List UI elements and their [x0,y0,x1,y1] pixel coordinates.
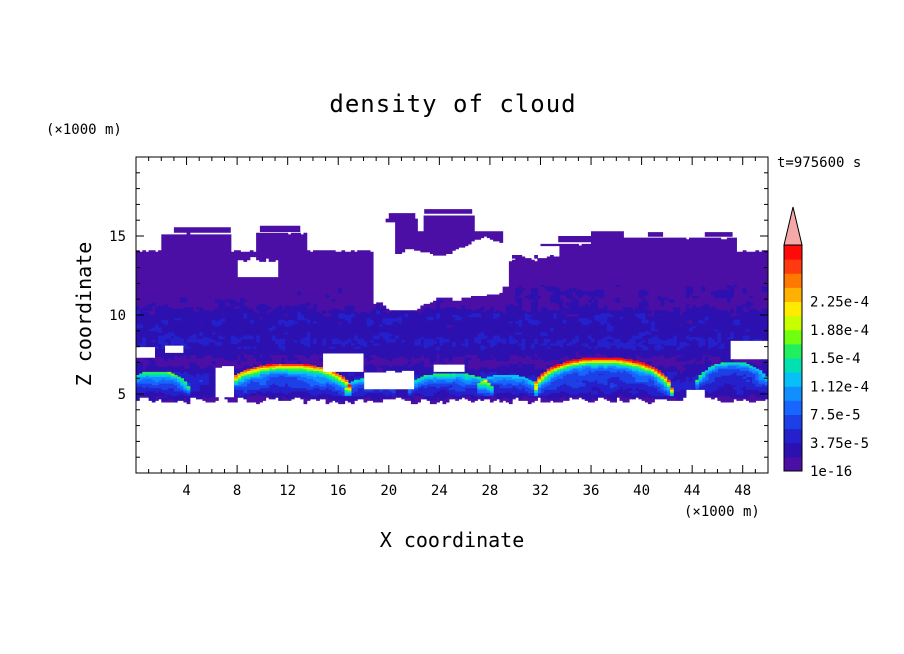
colorbar-level [784,372,802,387]
colorbar-label: 1.5e-4 [810,351,861,367]
colorbar-level [784,329,802,345]
density-contour-level-5 [136,364,769,397]
colorbar-level [784,442,802,458]
x-axis-unit: (×1000 m) [684,504,760,520]
colorbar-label: 1.12e-4 [810,379,869,395]
colorbar-label: 7.5e-5 [810,408,861,424]
x-tick-label: 4 [182,483,190,499]
x-tick-label: 24 [431,483,448,499]
x-tick-label: 36 [583,483,600,499]
colorbar-level [784,428,802,444]
y-axis-unit: (×1000 m) [46,122,122,138]
x-tick-label: 20 [380,483,397,499]
density-contour-level-8 [142,362,725,392]
x-tick-label: 32 [532,483,549,499]
density-contour-level-10 [234,360,671,390]
x-axis-label: X coordinate [380,528,525,552]
y-axis: 5 10 15 [109,172,768,458]
colorbar-extend-arrow [783,206,803,246]
y-tick-label: 15 [109,229,126,245]
colorbar-label: 1e-16 [810,464,852,480]
chart-title: density of cloud [329,90,576,118]
x-tick-label: 16 [330,483,347,499]
density-contour-level-13 [234,359,674,390]
colorbar-level [784,414,802,430]
x-tick-label: 40 [633,483,650,499]
colorbar-level [784,343,802,359]
colorbar-level [784,456,802,472]
x-tick-label: 28 [481,483,498,499]
x-tick-label: 12 [279,483,296,499]
colorbar-level [784,315,802,331]
y-axis-label: Z coordinate [72,242,96,387]
colorbar-level [784,245,802,260]
y-tick-label: 5 [118,387,126,403]
x-tick-label: 48 [734,483,751,499]
colorbar-label: 3.75e-5 [810,436,869,452]
density-contour-level-12 [234,359,671,384]
colorbar-label: 1.88e-4 [810,323,869,339]
x-axis: 4 8 12 16 20 24 28 32 36 40 44 48 [148,157,756,499]
colorbar-label: 2.25e-4 [810,295,869,311]
x-tick-label: 44 [684,483,701,499]
colorbar-level [784,358,802,373]
time-label: t=975600 s [777,155,861,171]
y-tick-label: 10 [109,308,126,324]
colorbar-level [784,287,802,302]
colorbar-level [784,400,802,415]
colorbar-level [784,386,802,401]
colorbar-level [784,259,802,274]
colorbar: 1e-16 3.75e-5 7.5e-5 1.12e-4 1.5e-4 1.88e-4 2.… [783,206,869,480]
density-field [136,209,769,405]
x-tick-label: 8 [233,483,241,499]
colorbar-level [784,273,802,288]
colorbar-level [784,301,802,317]
density-contour-level-2 [136,310,769,397]
